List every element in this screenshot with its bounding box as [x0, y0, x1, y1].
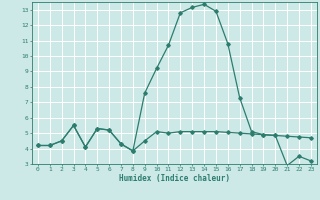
X-axis label: Humidex (Indice chaleur): Humidex (Indice chaleur) [119, 174, 230, 183]
